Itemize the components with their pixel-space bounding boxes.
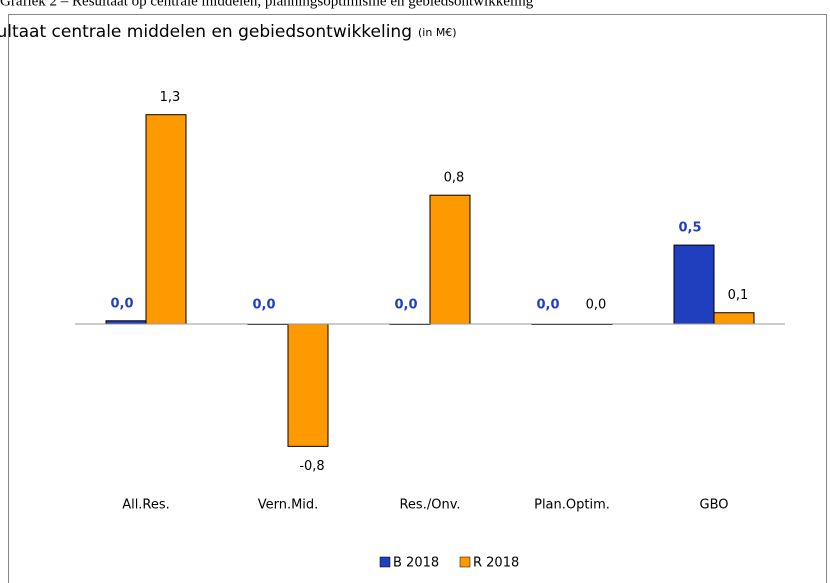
bar bbox=[287, 323, 329, 447]
legend-label: B 2018 bbox=[393, 556, 439, 571]
value-label: 0,0 bbox=[536, 298, 559, 313]
x-tick-label: Vern.Mid. bbox=[258, 498, 319, 513]
value-label: 0,0 bbox=[110, 296, 133, 311]
value-label: 0,0 bbox=[252, 298, 275, 313]
legend-swatch bbox=[459, 556, 471, 568]
chart-subtitle: (in M€) bbox=[418, 26, 457, 39]
bar bbox=[673, 244, 715, 325]
value-label: 0,8 bbox=[444, 171, 465, 186]
x-tick-label: GBO bbox=[700, 498, 729, 513]
x-tick-label: All.Res. bbox=[122, 498, 170, 513]
bar bbox=[429, 194, 471, 325]
value-label: 0,5 bbox=[678, 221, 701, 236]
legend-swatch bbox=[379, 556, 391, 568]
legend-label: R 2018 bbox=[473, 556, 519, 571]
value-label: 1,3 bbox=[160, 90, 181, 105]
value-label: -0,8 bbox=[299, 459, 324, 474]
value-label: 0,0 bbox=[394, 298, 417, 313]
x-tick-label: Plan.Optim. bbox=[534, 498, 610, 513]
value-label: 0,1 bbox=[728, 288, 749, 303]
chart-title: resultaat centrale middelen en gebiedson… bbox=[0, 22, 412, 42]
x-tick-label: Res./Onv. bbox=[399, 498, 460, 513]
caption: Grafiek 2 – Resultaat op centrale middel… bbox=[0, 0, 534, 9]
bar bbox=[713, 312, 755, 325]
bar bbox=[145, 114, 187, 325]
value-label: 0,0 bbox=[586, 298, 607, 313]
